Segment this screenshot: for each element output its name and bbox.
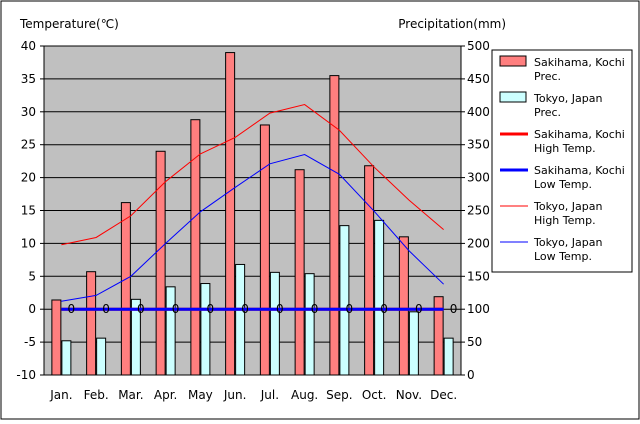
left-tick-label: 5 <box>28 269 36 283</box>
line-series <box>61 154 444 302</box>
right-axis-ticks: 0 50 100 150 200 250 300 350 400 450 500 <box>461 39 490 382</box>
legend-label: High Temp. <box>534 214 596 227</box>
x-tick-label: Nov. <box>396 388 422 402</box>
x-tick-label: May <box>188 388 213 402</box>
left-tick-label: 0 <box>28 302 36 316</box>
right-tick-label: 500 <box>467 39 490 53</box>
x-tick-label: Jan. <box>49 388 72 402</box>
legend-label: Sakihama, Kochi <box>534 56 625 69</box>
legend-label: Low Temp. <box>534 250 592 263</box>
left-tick-label: 40 <box>21 39 36 53</box>
bar-tokyo-prec <box>165 286 176 376</box>
right-tick-label: 450 <box>467 72 490 86</box>
left-tick-label: 35 <box>21 72 36 86</box>
left-axis-title: Temperature(℃) <box>19 17 119 31</box>
data-label: 0 <box>68 302 76 316</box>
x-tick-label: Sep. <box>326 388 352 402</box>
legend-label: High Temp. <box>534 142 596 155</box>
bar-tokyo-prec <box>200 283 211 376</box>
bar-sakihama-prec <box>398 236 409 376</box>
bar-tokyo-prec <box>339 225 350 376</box>
bar-sakihama-prec <box>294 169 305 376</box>
legend-label: Prec. <box>534 106 561 119</box>
legend-box <box>491 49 633 273</box>
x-tick-label: Mar. <box>118 388 143 402</box>
data-label: 0 <box>137 302 145 316</box>
right-tick-label: 50 <box>467 335 482 349</box>
data-label: 0 <box>415 302 423 316</box>
right-axis-title: Precipitation(mm) <box>398 17 506 31</box>
bars-group <box>51 52 454 376</box>
legend-label: Low Temp. <box>534 178 592 191</box>
bar-sakihama-prec <box>433 296 444 376</box>
right-tick-label: 300 <box>467 171 490 185</box>
x-tick-label: Oct. <box>362 388 387 402</box>
data-label: 0 <box>102 302 110 316</box>
left-tick-label: 15 <box>21 204 36 218</box>
bar-tokyo-prec <box>235 263 246 376</box>
data-label: 0 <box>276 302 284 316</box>
bar-sakihama-prec <box>155 150 166 376</box>
right-tick-label: 0 <box>467 368 475 382</box>
bar-sakihama-prec <box>329 75 340 376</box>
bar-sakihama-prec <box>120 202 131 376</box>
right-tick-label: 150 <box>467 269 490 283</box>
bar-tokyo-prec <box>374 219 385 376</box>
x-tick-label: Apr. <box>154 388 177 402</box>
legend-label: Sakihama, Kochi <box>534 128 625 141</box>
bar-sakihama-prec <box>364 165 375 376</box>
bar-sakihama-prec <box>225 52 236 376</box>
left-tick-label: 25 <box>21 138 36 152</box>
left-tick-label: -10 <box>16 368 36 382</box>
x-tick-label: Feb. <box>84 388 109 402</box>
data-label: 0 <box>207 302 215 316</box>
data-label: 0 <box>172 302 180 316</box>
bar-tokyo-prec <box>61 340 72 376</box>
legend-label: Prec. <box>534 70 561 83</box>
x-tick-label: Dec. <box>430 388 457 402</box>
x-tick-label: Aug. <box>291 388 318 402</box>
legend-swatch <box>499 55 527 67</box>
data-label: 0 <box>241 302 249 316</box>
bar-tokyo-prec <box>408 311 419 376</box>
bar-sakihama-prec <box>86 271 97 376</box>
left-tick-label: 10 <box>21 236 36 250</box>
right-tick-label: 100 <box>467 302 490 316</box>
x-tick-label: Jul. <box>260 388 279 402</box>
x-axis-ticks: Jan. Feb. Mar. Apr. May Jun. Jul. Aug. Sep. Oct. N… <box>49 388 457 402</box>
left-tick-label: 30 <box>21 105 36 119</box>
right-tick-label: 400 <box>467 105 490 119</box>
bar-tokyo-prec <box>130 298 141 376</box>
data-label: 0 <box>311 302 319 316</box>
left-axis-ticks: -10 -5 0 5 10 15 20 25 30 35 40 <box>16 39 44 382</box>
line-series <box>61 104 444 246</box>
bar-sakihama-prec <box>190 119 201 376</box>
data-labels-group: 0 0 0 0 0 0 0 0 0 0 0 0 <box>68 302 458 316</box>
bar-sakihama-prec <box>51 299 62 376</box>
legend-label: Tokyo, Japan <box>533 92 602 105</box>
legend-label: Sakihama, Kochi <box>534 164 625 177</box>
lines-group <box>61 104 444 311</box>
left-tick-label: -5 <box>24 335 36 349</box>
bar-sakihama-prec <box>259 124 270 376</box>
left-tick-label: 20 <box>21 171 36 185</box>
bar-tokyo-prec <box>443 337 454 376</box>
right-tick-label: 200 <box>467 236 490 250</box>
bar-tokyo-prec <box>304 273 315 376</box>
data-label: 0 <box>380 302 388 316</box>
bar-tokyo-prec <box>269 271 280 376</box>
right-tick-label: 350 <box>467 138 490 152</box>
bar-tokyo-prec <box>96 337 107 376</box>
legend-label: Tokyo, Japan <box>533 200 602 213</box>
legend-label: Tokyo, Japan <box>533 236 602 249</box>
data-label: 0 <box>450 302 458 316</box>
data-label: 0 <box>346 302 354 316</box>
right-tick-label: 250 <box>467 204 490 218</box>
x-tick-label: Jun. <box>223 388 247 402</box>
legend-swatch <box>499 91 527 103</box>
